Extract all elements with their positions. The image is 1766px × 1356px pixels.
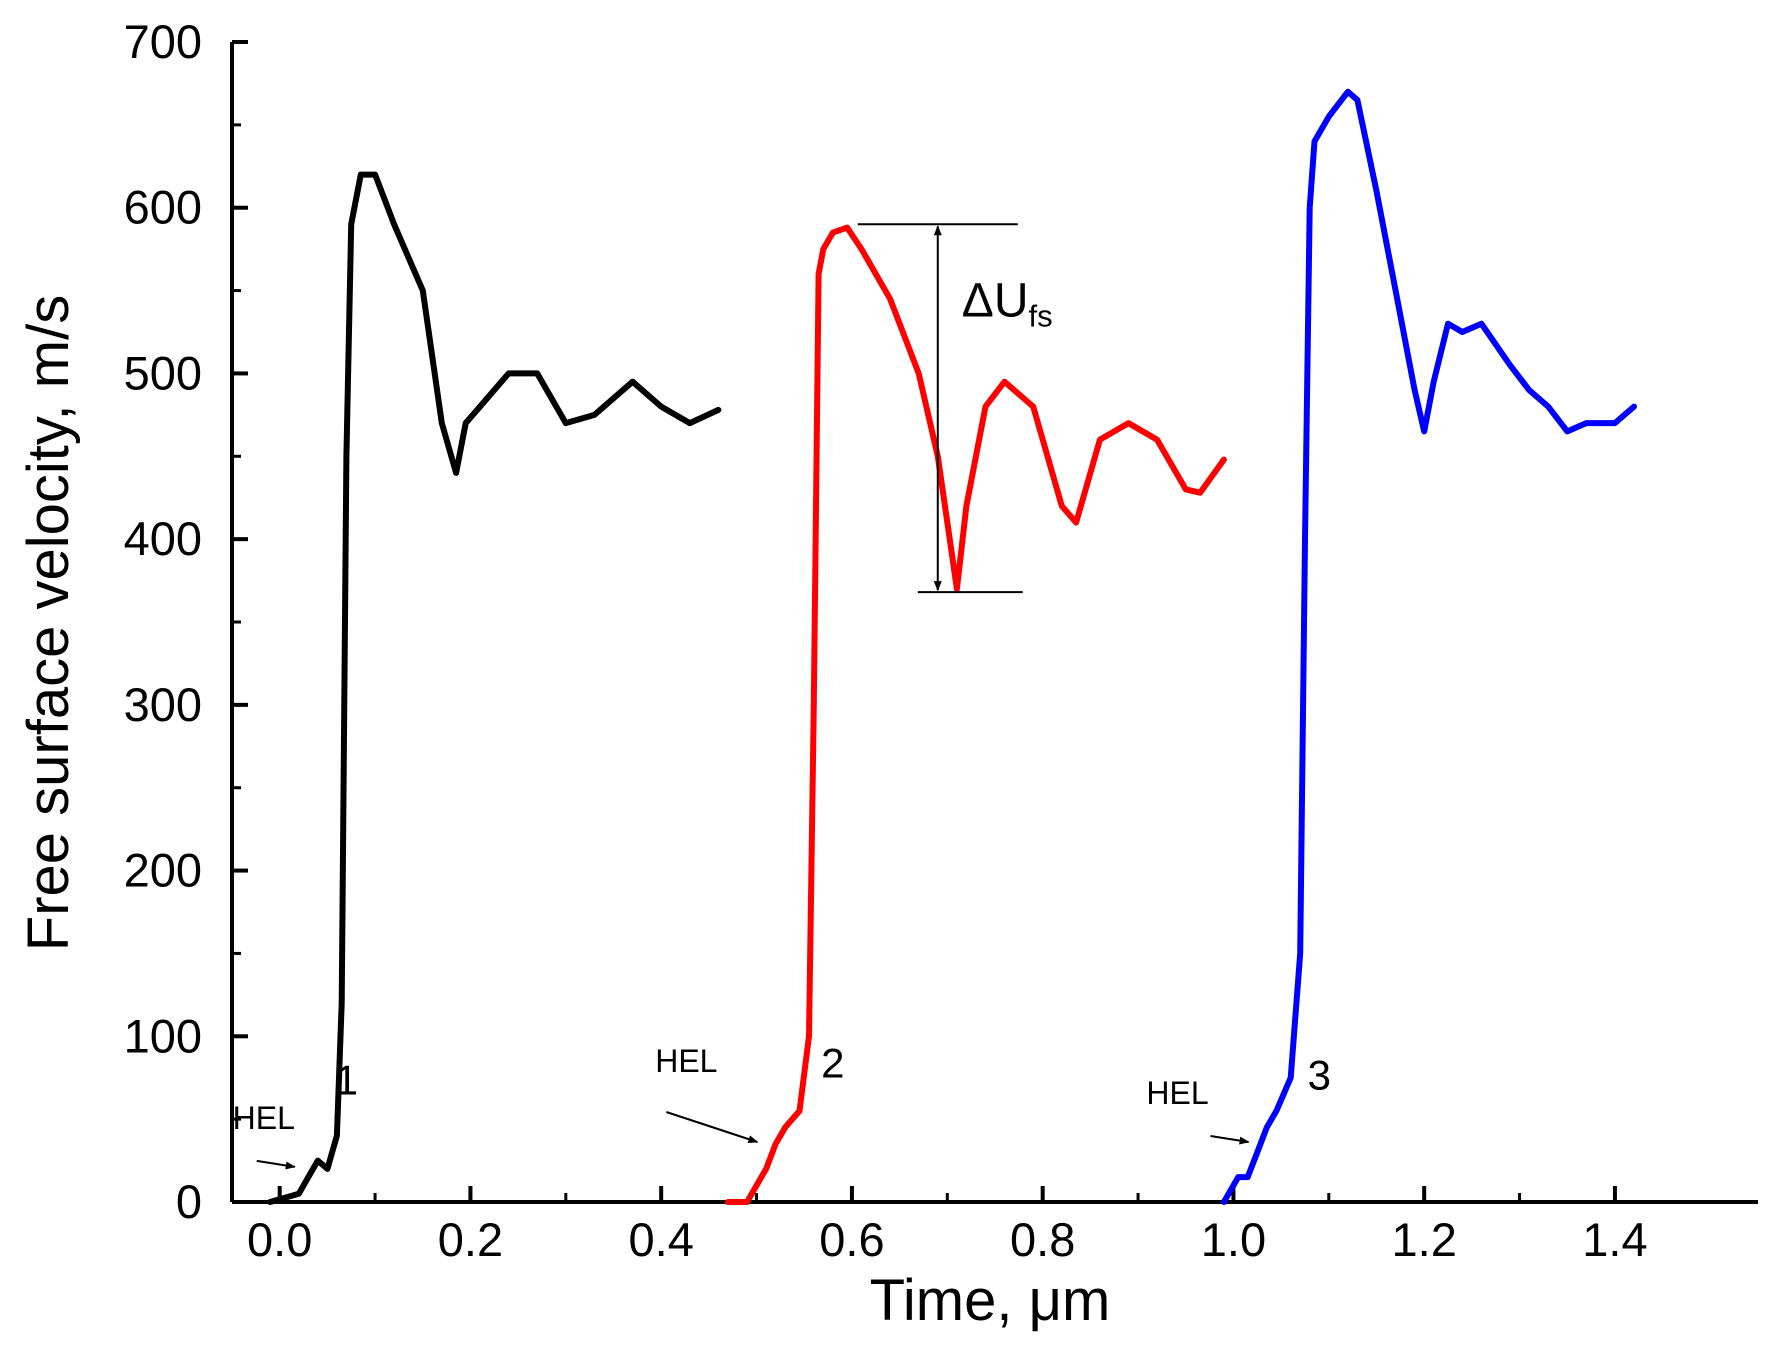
series-line-3 (1220, 88, 1637, 1205)
x-tick-label: 1.0 (1201, 1213, 1266, 1266)
y-ticks: 0 100 200 300 400 500 600 700 (124, 15, 248, 1228)
delta-u-subscript: fs (1029, 298, 1053, 333)
hel-label: HEL (233, 1100, 295, 1136)
y-tick-label: 0 (176, 1175, 202, 1228)
x-tick-label: 1.2 (1392, 1213, 1457, 1266)
y-tick-label: 700 (124, 15, 202, 68)
x-tick-label: 0.2 (438, 1213, 503, 1266)
x-tick-label: 0.4 (629, 1213, 694, 1266)
series-line-2 (725, 224, 1227, 1205)
x-tick-label: 1.4 (1582, 1213, 1647, 1266)
y-axis-label: Free surface velocity, m/s (16, 295, 81, 951)
series-layer (267, 88, 1637, 1205)
y-tick-label: 200 (124, 844, 202, 897)
x-tick-label: 0.8 (1010, 1213, 1075, 1266)
x-ticks: 0.0 0.2 0.4 0.6 0.8 1.0 1.2 1.4 (247, 1186, 1648, 1266)
delta-u-label: ΔUfs (962, 274, 1053, 333)
hel-arrow (256, 1159, 296, 1170)
series-line-1 (267, 171, 722, 1205)
hel-label: HEL (1146, 1075, 1208, 1111)
x-tick-label: 0.0 (247, 1213, 312, 1266)
axes-frame (230, 42, 1758, 1204)
y-tick-label: 100 (124, 1009, 202, 1062)
delta-u-main: ΔU (962, 274, 1029, 327)
hel-label: HEL (655, 1043, 717, 1079)
y-tick-label: 400 (124, 512, 202, 565)
x-axis-label: Time, μm (870, 1268, 1111, 1333)
curve-label-2: 2 (821, 1040, 844, 1087)
y-tick-label: 500 (124, 346, 202, 399)
y-tick-label: 300 (124, 678, 202, 731)
hel-arrow (666, 1111, 759, 1143)
curve-label-1: 1 (335, 1056, 358, 1103)
curve-label-3: 3 (1308, 1051, 1331, 1098)
annotation-layer: HEL HEL HEL 1 2 3 ΔUfs (233, 223, 1331, 1170)
hel-arrow (1210, 1135, 1250, 1145)
y-tick-label: 600 (124, 181, 202, 234)
x-tick-label: 0.6 (819, 1213, 884, 1266)
